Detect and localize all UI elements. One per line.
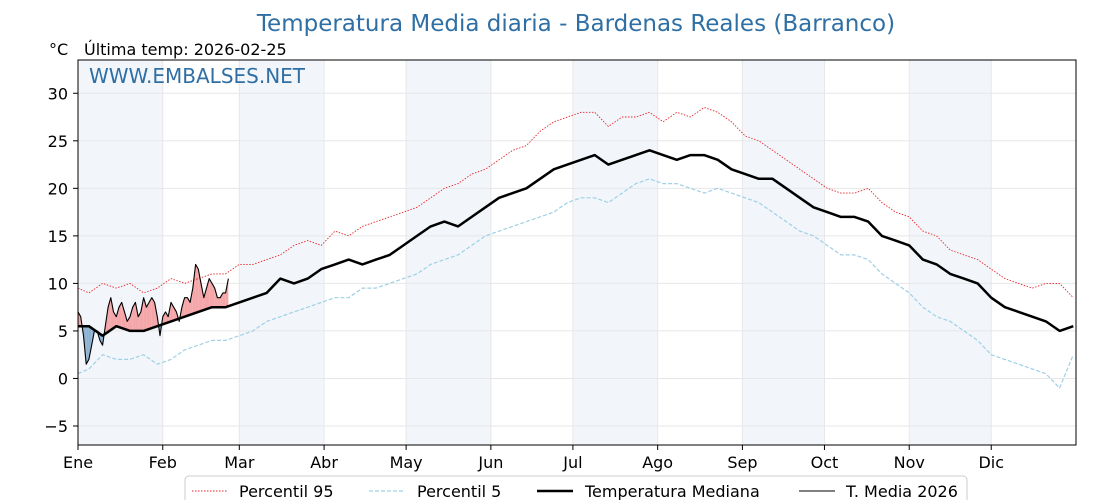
anomaly-fill [135,302,139,331]
legend-box [184,475,968,500]
line-percentil-95 [77,107,1074,299]
unit-label: °C [49,40,68,59]
anomaly-fill [149,297,152,330]
anomaly-fill [211,283,215,308]
legend: Percentil 95 Percentil 5 Temperatura Med… [184,475,968,500]
anomaly-fill [121,302,125,330]
x-tick-label: Dic [978,453,1004,472]
y-tick-label: 5 [58,322,68,341]
month-bands [78,60,992,445]
anomaly-fill [201,283,204,311]
anomaly-fill [217,297,221,308]
anomaly-fill [88,326,92,360]
legend-current-label: T. Media 2026 [845,482,958,500]
anomaly-fill [203,288,207,311]
x-tick-label: Jul [562,453,582,472]
month-band-mar [239,60,325,445]
anomaly-fill [184,297,188,317]
chart-title: Temperatura Media diaria - Bardenas Real… [256,11,895,37]
plot-frame [77,59,1077,446]
anomaly-fill [124,311,128,330]
anomaly-fill [225,278,229,308]
y-tick-label: 30 [48,84,68,103]
line-temperatura-mediana [78,149,1074,337]
anomaly-fill [151,297,155,329]
x-tick-label: May [390,453,423,472]
month-band-ene [78,60,163,445]
anomaly-fill [170,302,174,322]
y-tick-label: 10 [48,274,68,293]
x-tick-label: Ene [63,453,93,472]
anomaly-fill [173,307,177,321]
x-tick-label: Feb [149,453,177,472]
month-band-may [406,60,491,445]
series-lines [77,107,1074,389]
y-tick-label: −5 [44,417,68,436]
anomaly-fill [146,302,150,330]
anomaly-fills [78,264,229,365]
anomaly-fill [132,302,136,331]
x-tick-label: Mar [224,453,255,472]
anomaly-fill [165,311,169,324]
x-tick-label: Sep [727,453,757,472]
x-tick-label: Ago [642,453,673,472]
anomaly-fill [86,326,89,365]
anomaly-fill [162,311,166,325]
anomaly-fill [214,288,218,308]
month-band-jul [572,60,658,445]
month-band-nov [909,60,992,445]
y-tick-label: 20 [48,179,68,198]
anomaly-fill [192,264,196,314]
anomaly-fill [181,297,185,318]
anomaly-fill [140,297,144,331]
last-temp-label: Última temp: 2026-02-25 [84,40,287,59]
x-tick-label: Abr [310,453,338,472]
y-tick-label: 25 [48,132,68,151]
anomaly-fill [209,278,212,309]
watermark: WWW.EMBALSES.NET [89,64,306,88]
y-tick-label: 15 [48,227,68,246]
anomaly-fill [119,302,122,329]
anomaly-fill [190,288,193,315]
month-band-sep [742,60,825,445]
grid-lines [77,60,1076,445]
x-axis: Ene Feb Mar Abr May Jun Jul Ago Sep Oct Nov Dic [63,445,1004,472]
x-tick-label: Jun [477,453,503,472]
anomaly-fill [222,292,226,308]
anomaly-fill [129,307,133,331]
x-tick-label: Nov [894,453,925,472]
legend-p95-label: Percentil 95 [239,482,334,500]
y-axis: −5 0 5 10 15 20 25 30 [44,84,78,436]
legend-median-label: Temperatura Mediana [584,482,760,500]
line-percentil-5 [77,178,1074,389]
anomaly-fill [110,297,114,330]
legend-p5-label: Percentil 5 [417,482,501,500]
anomaly-fill [116,307,120,328]
anomaly-fill [195,264,199,313]
x-tick-label: Oct [811,453,839,472]
y-tick-label: 0 [58,369,68,388]
line-temperatura-2026 [77,263,229,365]
